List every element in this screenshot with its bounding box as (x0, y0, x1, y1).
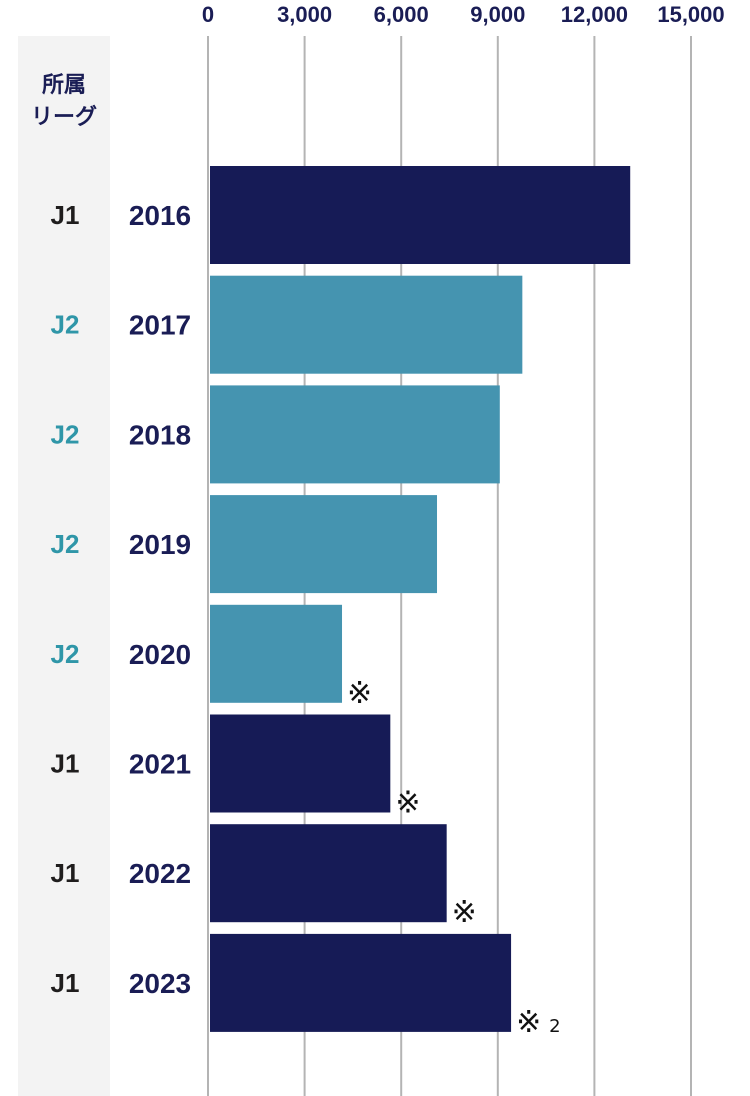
column-header-line1: 所属 (42, 73, 86, 98)
year-label: 2022 (129, 858, 191, 889)
column-header-line2: リーグ (31, 104, 97, 130)
row-labels: 2016 J1 2017 J2 2018 J2 2019 J2 2020 J2 ※ 2021 J1 ※ 20… (51, 200, 561, 1040)
note-mark: ※ (395, 786, 420, 821)
year-label: 2023 (129, 968, 191, 999)
bar-2020 (210, 604, 343, 703)
league-label: J1 (51, 968, 80, 998)
x-tick-label: 9,000 (470, 2, 525, 27)
x-axis-ticks: 0 3,000 6,000 9,000 12,000 15,000 (202, 2, 725, 27)
year-label: 2017 (129, 310, 191, 341)
league-label: J1 (51, 858, 80, 888)
x-tick-label: 12,000 (561, 2, 628, 27)
note-subscript: 2 (549, 1016, 560, 1037)
x-tick-label: 3,000 (277, 2, 332, 27)
league-label: J1 (51, 200, 80, 230)
bar-2022 (210, 824, 447, 923)
year-label: 2020 (129, 639, 191, 670)
bar-2018 (210, 385, 500, 484)
note-mark: ※ (347, 676, 372, 711)
bar-2021 (210, 714, 391, 813)
note-mark: ※ (452, 895, 477, 930)
bar-2019 (210, 495, 438, 594)
year-label: 2018 (129, 419, 191, 450)
league-label: J1 (51, 749, 80, 779)
bar-2016 (210, 166, 631, 264)
year-label: 2019 (129, 529, 191, 560)
year-label: 2021 (129, 749, 191, 780)
league-label: J2 (51, 419, 80, 449)
league-label: J2 (51, 639, 80, 669)
bar-2023 (210, 933, 512, 1032)
league-label: J2 (51, 310, 80, 340)
x-tick-label: 6,000 (374, 2, 429, 27)
league-column-band (18, 36, 110, 1096)
bar-2017 (210, 275, 523, 374)
year-label: 2016 (129, 200, 191, 231)
note-mark: ※ (516, 1005, 541, 1040)
bars (210, 166, 631, 1032)
x-tick-label: 0 (202, 2, 214, 27)
league-label: J2 (51, 529, 80, 559)
x-tick-label: 15,000 (657, 2, 724, 27)
